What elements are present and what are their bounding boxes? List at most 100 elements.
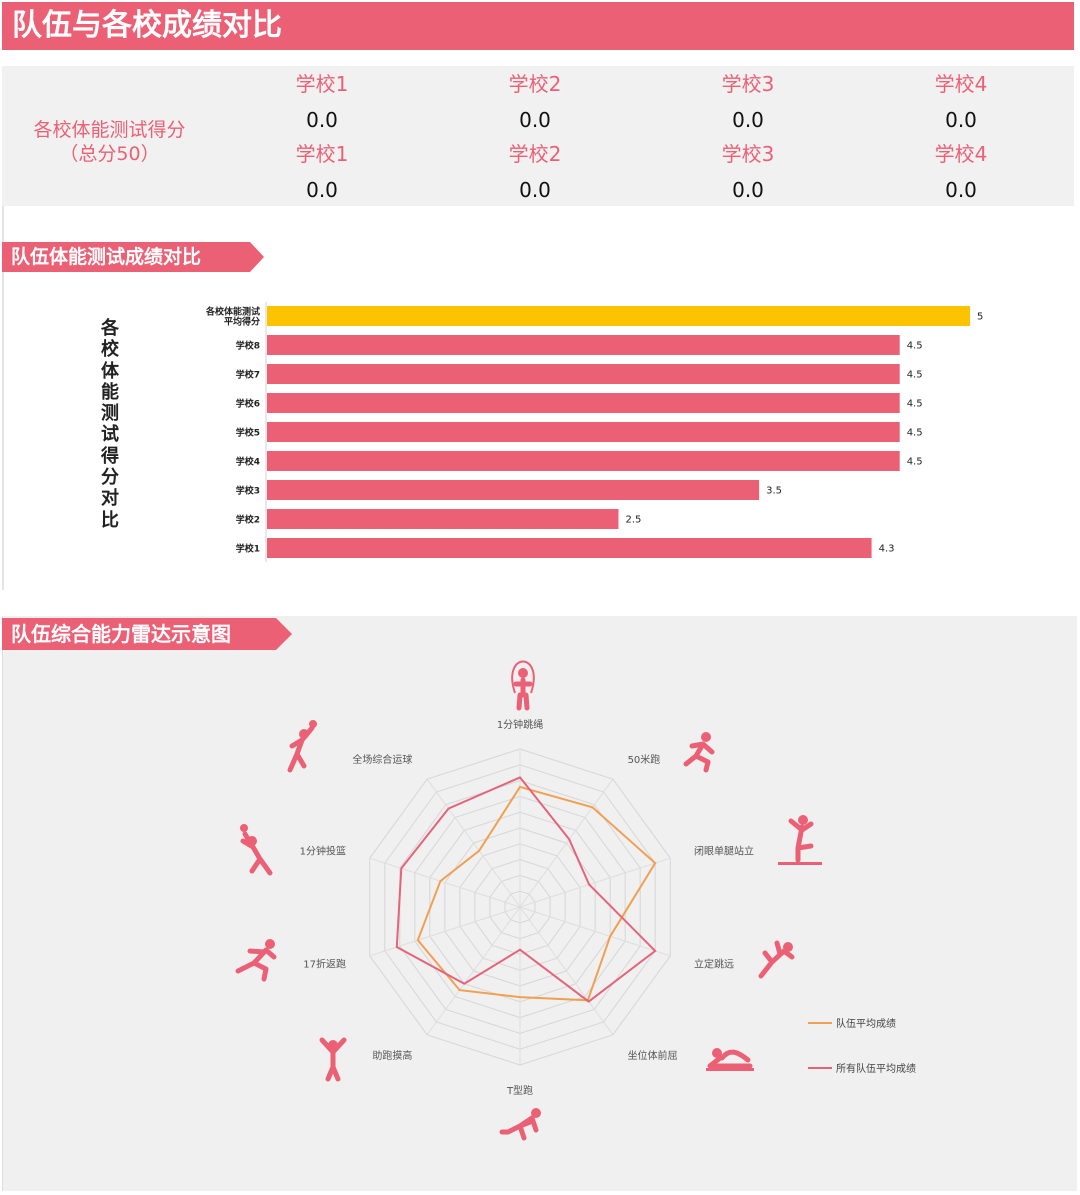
page-header: 队伍与各校成绩对比 [2,2,1074,50]
jump-reach-icon [319,1037,347,1082]
bar-value-label: 4.5 [907,457,923,468]
radar-axis-label: T型跑 [506,1084,533,1097]
section-banner: 队伍体能测试成绩对比 [2,242,264,272]
long-jump-icon [758,940,795,979]
bar-value-label: 4.5 [907,370,923,381]
radar-spoke [426,906,521,1036]
bar-category-label: 学校4 [236,456,260,468]
icon-head [701,732,711,742]
bar-chart-ylabel: 各校体能测试得分对比 [101,318,119,531]
banner-shape [2,618,292,650]
school-name: 学校4 [934,142,988,166]
school-score: 0.0 [519,108,551,132]
sit-reach-icon [706,1048,754,1071]
school-scores-panel: 各校体能测试得分 （总分50） 学校1 0.0 学校2 0.0 学校3 0.0 … [2,66,1074,206]
bar-category-label: 学校1 [236,543,260,555]
shooting-icon [240,824,273,876]
icon-head [712,1048,722,1058]
sprint-icon [683,732,715,773]
bar-category-label: 学校2 [236,514,260,526]
bar [267,393,900,413]
icon-head [518,668,528,678]
bar-value-label: 4.5 [907,341,923,352]
radar-axis-label: 闭眼单腿站立 [694,844,754,857]
icon-ball [240,824,248,832]
school-name: 学校4 [934,72,988,96]
bar [267,451,900,471]
shuttle-run-icon [235,939,277,982]
icon-head [531,1108,541,1118]
school-name: 学校1 [295,142,349,166]
scores-label-line1: 各校体能测试得分 [33,119,186,141]
panel-edge [2,206,4,590]
school-score: 0.0 [519,178,551,202]
school-name: 学校1 [295,72,349,96]
bar [267,306,970,326]
section-banner: 队伍综合能力雷达示意图 [2,618,292,650]
bar-value-label: 5 [977,312,983,323]
radar-spoke [519,857,671,908]
radar-spoke [369,857,521,908]
rope-skipping-icon [511,660,535,711]
legend-label: 队伍平均成绩 [836,1017,896,1030]
page-title: 队伍与各校成绩对比 [12,8,282,43]
school-name: 学校2 [508,142,562,166]
radar-spoke [519,778,614,908]
legend-label: 所有队伍平均成绩 [836,1062,916,1075]
bar [267,364,900,384]
bar [267,538,872,558]
icon-limb [235,947,277,982]
bar-category-label: 平均得分 [224,316,260,328]
school-score: 0.0 [732,108,764,132]
icon-limb [319,1037,347,1082]
icon-rope [511,660,535,694]
school-name: 学校2 [508,72,562,96]
school-score: 0.0 [945,178,977,202]
bar [267,480,760,500]
radar-axis-label: 1分钟投篮 [300,844,346,857]
radar-axis-label: 全场综合运球 [352,753,412,766]
radar-spoke [519,906,671,957]
bar-category-label: 学校6 [236,398,260,410]
bar-category-label: 各校体能测试 [205,306,260,318]
radar-series-line [416,785,657,1002]
icon-limb [513,677,533,711]
icon-limb [499,1115,539,1141]
bar-value-label: 4.5 [907,428,923,439]
dribbling-icon [287,720,317,773]
school-score: 0.0 [306,108,338,132]
icon-head [798,815,808,825]
bar-category-label: 学校5 [236,427,260,439]
bar [267,422,900,442]
bar-value-label: 4.5 [907,399,923,410]
school-name: 学校3 [721,72,775,96]
school-score: 0.0 [945,108,977,132]
radar-axis-label: 坐位体前屈 [628,1049,678,1062]
radar-axis-label: 助跑摸高 [372,1049,412,1062]
bar [267,335,900,355]
radar-panel [2,616,1077,1191]
section-title: 队伍综合能力雷达示意图 [11,622,231,646]
bar-category-label: 学校3 [236,485,260,497]
bar-category-label: 学校8 [236,340,260,352]
icon-limb [683,741,715,773]
radar-axis-label: 50米跑 [628,753,661,766]
icon-limb [707,1049,753,1069]
bar-value-label: 4.3 [879,544,895,555]
icon-floor [706,1068,754,1071]
icon-floor [778,862,822,865]
radar-spoke [519,906,614,1036]
icon-limb [287,725,315,773]
school-score: 0.0 [732,178,764,202]
banner-shape [2,242,264,272]
radar-axis-label: 17折返跑 [303,958,346,971]
radar-axis-label: 1分钟跳绳 [497,718,543,731]
icon-limb [240,831,273,876]
school-score: 0.0 [306,178,338,202]
icon-limb [788,818,814,863]
icon-head [265,939,275,949]
scores-label-line2: （总分50） [59,143,160,165]
bar-category-label: 学校7 [236,369,260,381]
